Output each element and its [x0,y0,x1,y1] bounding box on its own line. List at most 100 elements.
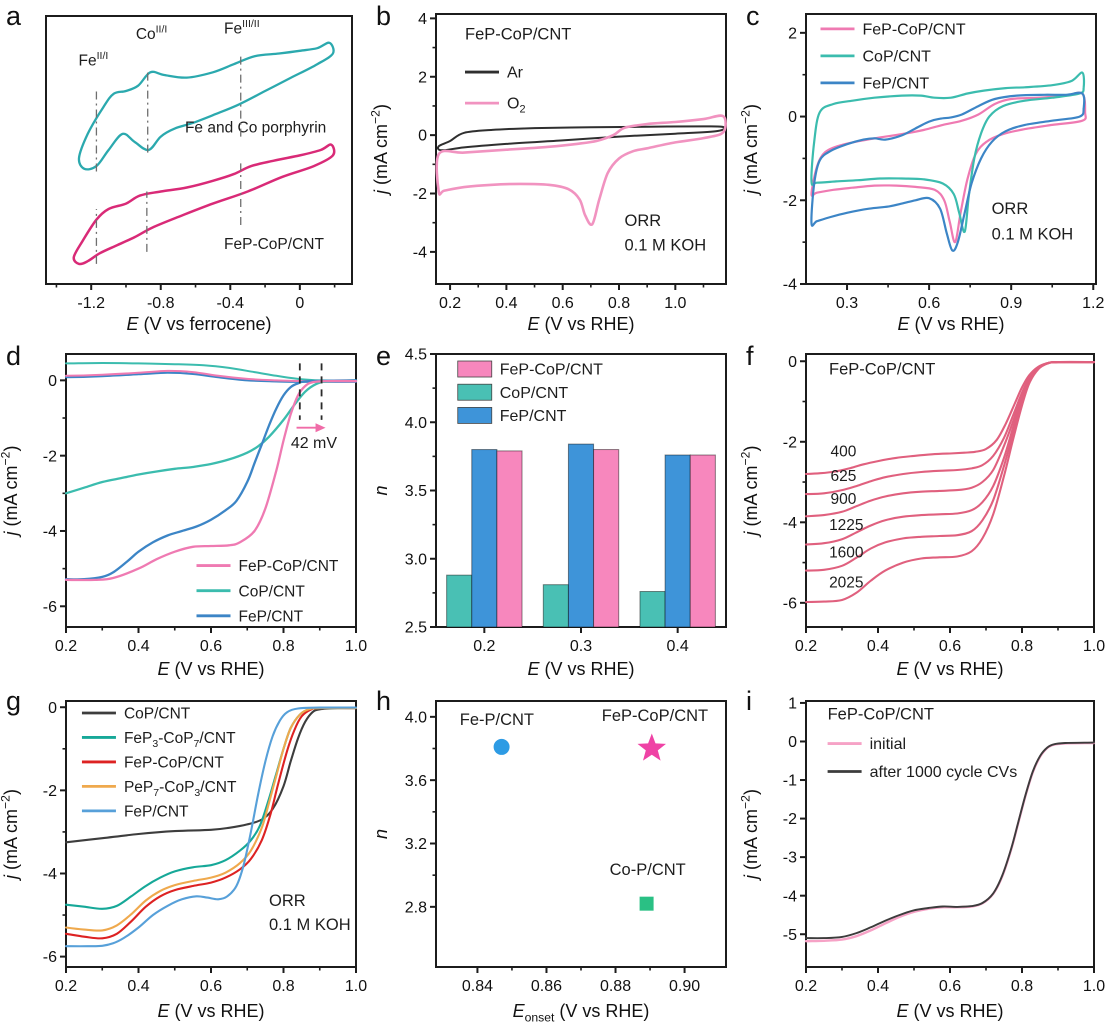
panel-b: b 0.2 0.4 0.6 0.8 1.0 4 2 0 -2 -4 E (V vs RHE) j (m… [370,0,740,340]
x-tick-label: 1.0 [1083,978,1105,995]
panel-f-chart: 0.2 0.4 0.6 0.8 1.0 0 -2 -4 -6 E (V vs RHE) j (mA … [740,353,1105,679]
legend-label: CoP/CNT [124,706,191,723]
curve-FeP-CoP/CNT anodic [65,369,357,383]
legend-label: CoP/CNT [863,48,932,65]
x-tick-label: 0.2 [439,295,461,312]
legend-label: FeP-CoP/CNT [124,755,224,772]
bar-FeP-CoP/CNT-0.2 [496,450,523,628]
x-axis-label: E (V vs RHE) [896,659,1003,679]
y-axis-label: j (mA cm−2) [740,789,761,882]
x-tick-label: 0.6 [939,638,961,655]
x-tick-label: 0.8 [272,638,294,655]
legend-label: CoP/CNT [500,385,569,402]
y-tick-label: 0 [48,373,57,390]
x-axis-label: E (V vs RHE) [527,314,634,334]
x-tick-label: 0.2 [795,638,817,655]
curve-Ar [436,125,726,152]
y-tick-label: 2.8 [405,899,427,916]
y-tick-label: -4 [413,244,427,261]
annotation-text: 900 [831,491,857,508]
plot-frame [435,700,727,968]
annotation-text: FeP-CoP/CNT [828,706,934,724]
y-tick-label: -4 [783,888,797,905]
annotation-text: FeP-CoP/CNT [224,236,324,253]
y-tick-label: 2.5 [405,620,427,637]
legend-label: FeP/CNT [500,408,567,425]
annotation-text: Fe-P/CNT [460,711,534,729]
y-tick-label: -4 [783,515,797,532]
panel-i-chart: 0.2 0.4 0.6 0.8 1.0 1 0 -1 -2 -3 -4 -5 E (V vs RHE) j… [740,696,1105,1021]
bar-CoP/CNT-0.2 [446,574,473,628]
x-tick-label: 0.4 [127,638,149,655]
bar-FeP/CNT-0.3 [567,443,595,628]
annotation-text: CoII/I [136,23,168,43]
y-tick-label: -2 [783,193,797,210]
curve-O2 [435,114,727,227]
y-tick-label: 0 [788,109,797,126]
x-tick-label: 0.2 [55,978,77,995]
curve-CoP/CNT anodic [65,362,357,382]
curve-CoP/CNT [64,706,358,844]
y-tick-label: -4 [43,524,57,541]
y-tick-label: 1 [788,696,797,713]
x-tick-label: 0.84 [462,978,493,995]
x-tick-label: 0.6 [200,978,222,995]
plot-frame [65,353,357,628]
curve-2025 [804,360,1096,604]
y-axis-label: n [371,485,391,495]
curve-FeP-CoP/CNT [72,143,336,266]
legend-swatch-FeP-CoP/CNT [457,360,493,378]
curve-after 1000 cycle CVs [805,741,1095,940]
legend-label: Ar [507,65,524,82]
plot-frame [805,13,1097,285]
panel-c-chart: 0.3 0.6 0.9 1.2 2 0 -2 -4 E (V vs RHE) j (mA cm−2… [740,13,1104,334]
bar-FeP/CNT-0.2 [471,449,498,628]
annotation-text: Co-P/CNT [610,861,686,879]
y-tick-label: -3 [783,850,797,867]
x-tick-label: 0.6 [918,295,940,312]
legend-label: FeP/CNT [124,803,189,820]
x-axis-label: E (V vs RHE) [896,1001,1003,1021]
panel-e-chart: 2.5 3.0 3.5 4.0 4.5 E (V vs RHE) n 0.2 0.3 0.4 FeP… [371,347,727,679]
y-tick-label: 0 [418,128,427,145]
x-tick-label: 1.0 [1083,638,1105,655]
y-tick-label: -5 [783,927,797,944]
x-tick-label: 0.6 [200,638,222,655]
y-tick-label: 2 [788,25,797,42]
annotation-text: 0.1 M KOH [625,236,707,254]
curve-1600 [804,360,1096,572]
annotation-text: FeP-CoP/CNT [602,707,708,725]
y-tick-label: 0 [788,734,797,751]
y-axis-label: j (mA cm−2) [740,446,761,539]
y-tick-label: -6 [43,949,57,966]
marker-Fe-P/CNT [493,738,510,755]
x-tick-label: 0.2 [55,638,77,655]
curve-Fe and Co porphyrin [77,41,335,171]
x-axis-label: E (V vs RHE) [527,659,634,679]
bar-FeP-CoP/CNT-0.3 [593,449,620,628]
x-axis-label: E (V vs RHE) [157,659,264,679]
y-tick-label: -2 [783,434,797,451]
panel-g: g 0.2 0.4 0.6 0.8 1.0 0 -2 -4 -6 E (V vs RHE) j (m… [0,685,370,1027]
y-tick-label: -6 [783,595,797,612]
annotation-text: FeP-CoP/CNT [465,26,571,44]
panel-d-chart: 0.2 0.4 0.6 0.8 1.0 0 -2 -4 -6 E (V vs RHE) j (mA … [0,353,367,679]
panel-b-chart: 0.2 0.4 0.6 0.8 1.0 4 2 0 -2 -4 E (V vs RHE) j (mA … [370,11,727,334]
y-tick-label: -2 [43,448,57,465]
y-tick-label: 0 [788,354,797,371]
x-tick-label: 0.3 [836,295,858,312]
marker-Co-P/CNT [639,896,654,911]
x-tick-label: -1.2 [77,295,105,312]
y-tick-label: 4 [418,11,427,28]
legend-label: FeP-CoP/CNT [239,558,339,575]
y-tick-label: -2 [783,811,797,828]
annotation-text: FeII/I [79,50,109,70]
annotation-text: 2025 [829,574,863,591]
plot-frame [435,13,727,285]
x-tick-label: 0.4 [867,978,889,995]
annotation-text: Fe and Co porphyrin [185,120,326,137]
legend-label: FeP-CoP/CNT [500,362,603,379]
x-tick-label: 1.0 [345,638,367,655]
x-axis-label: E (V vs RHE) [157,1001,264,1021]
